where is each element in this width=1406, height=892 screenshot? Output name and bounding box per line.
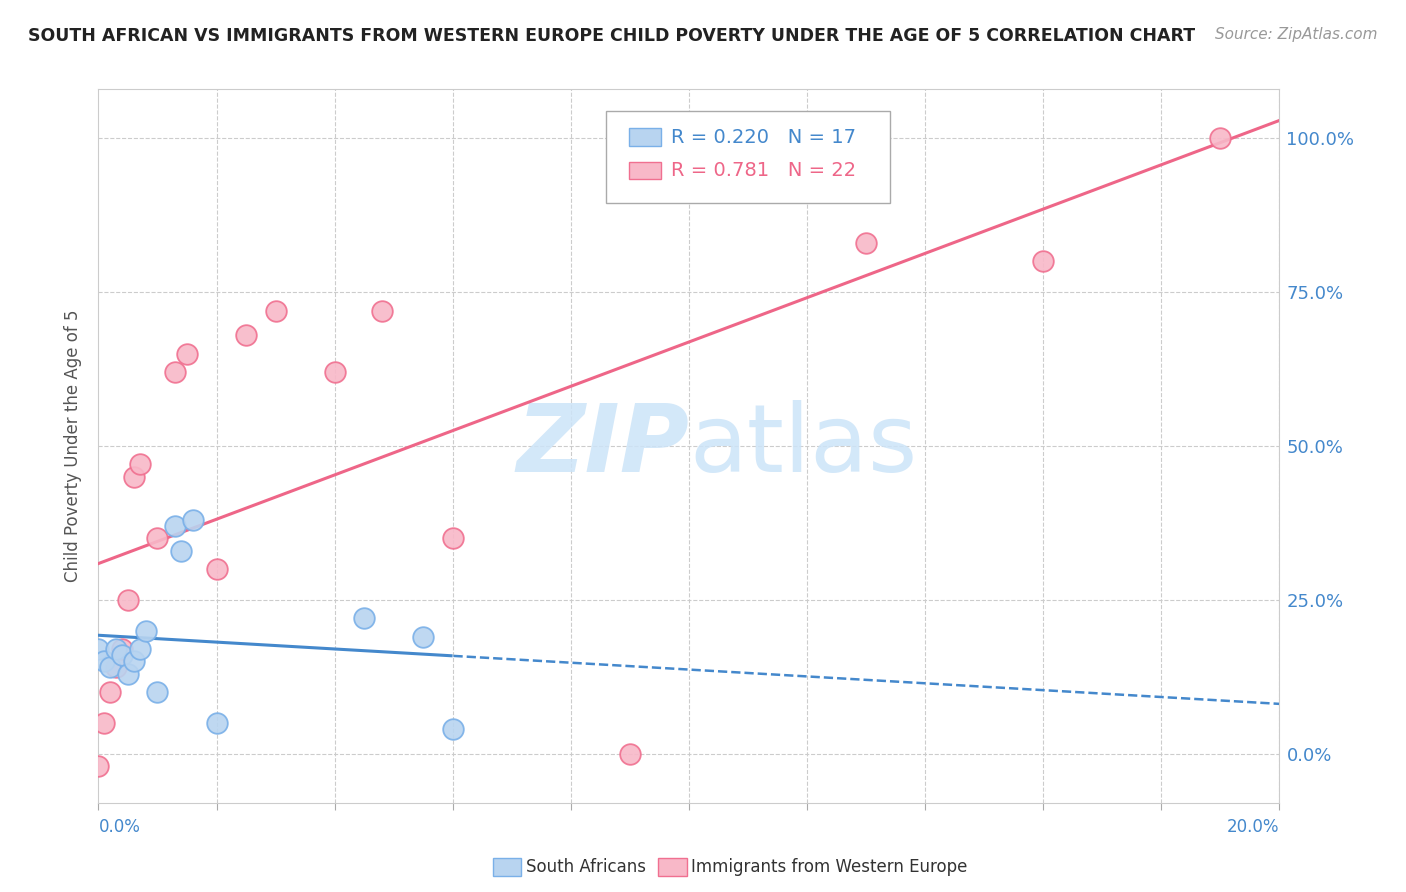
Point <box>855 235 877 250</box>
Point <box>441 531 464 545</box>
Point <box>264 303 287 318</box>
Point <box>87 759 110 773</box>
Point <box>323 365 346 379</box>
Point <box>176 347 198 361</box>
Text: ZIP: ZIP <box>516 400 689 492</box>
Point <box>441 722 464 736</box>
FancyBboxPatch shape <box>658 858 686 876</box>
Point <box>87 642 110 657</box>
Point <box>205 562 228 576</box>
Text: atlas: atlas <box>689 400 917 492</box>
Text: SOUTH AFRICAN VS IMMIGRANTS FROM WESTERN EUROPE CHILD POVERTY UNDER THE AGE OF 5: SOUTH AFRICAN VS IMMIGRANTS FROM WESTERN… <box>28 27 1195 45</box>
Point <box>93 654 115 668</box>
Point <box>678 131 700 145</box>
Point <box>128 458 150 472</box>
Point <box>1209 131 1232 145</box>
Point <box>353 611 375 625</box>
Point <box>105 642 128 657</box>
Point <box>146 531 169 545</box>
Point <box>619 747 641 761</box>
FancyBboxPatch shape <box>494 858 522 876</box>
Point <box>170 543 193 558</box>
Point <box>128 642 150 657</box>
FancyBboxPatch shape <box>628 162 661 179</box>
Point <box>205 715 228 730</box>
FancyBboxPatch shape <box>628 128 661 145</box>
Point <box>165 365 187 379</box>
Point <box>122 469 145 483</box>
Point <box>412 630 434 644</box>
Y-axis label: Child Poverty Under the Age of 5: Child Poverty Under the Age of 5 <box>65 310 83 582</box>
Point <box>371 303 394 318</box>
Point <box>98 685 121 699</box>
Point <box>117 666 139 681</box>
Point <box>181 513 204 527</box>
Text: R = 0.220   N = 17: R = 0.220 N = 17 <box>671 128 856 146</box>
Point <box>105 660 128 674</box>
Point <box>122 654 145 668</box>
Point <box>1032 254 1054 268</box>
Text: South Africans: South Africans <box>526 858 645 876</box>
Text: Immigrants from Western Europe: Immigrants from Western Europe <box>692 858 967 876</box>
Point <box>146 685 169 699</box>
Point <box>235 328 257 343</box>
Point <box>93 715 115 730</box>
FancyBboxPatch shape <box>606 111 890 203</box>
Point <box>111 648 134 662</box>
Text: 0.0%: 0.0% <box>98 818 141 836</box>
Point <box>98 660 121 674</box>
Text: 20.0%: 20.0% <box>1227 818 1279 836</box>
Point <box>135 624 157 638</box>
Point <box>117 592 139 607</box>
Text: Source: ZipAtlas.com: Source: ZipAtlas.com <box>1215 27 1378 42</box>
Point <box>165 519 187 533</box>
Point <box>111 642 134 657</box>
Text: R = 0.781   N = 22: R = 0.781 N = 22 <box>671 161 856 180</box>
